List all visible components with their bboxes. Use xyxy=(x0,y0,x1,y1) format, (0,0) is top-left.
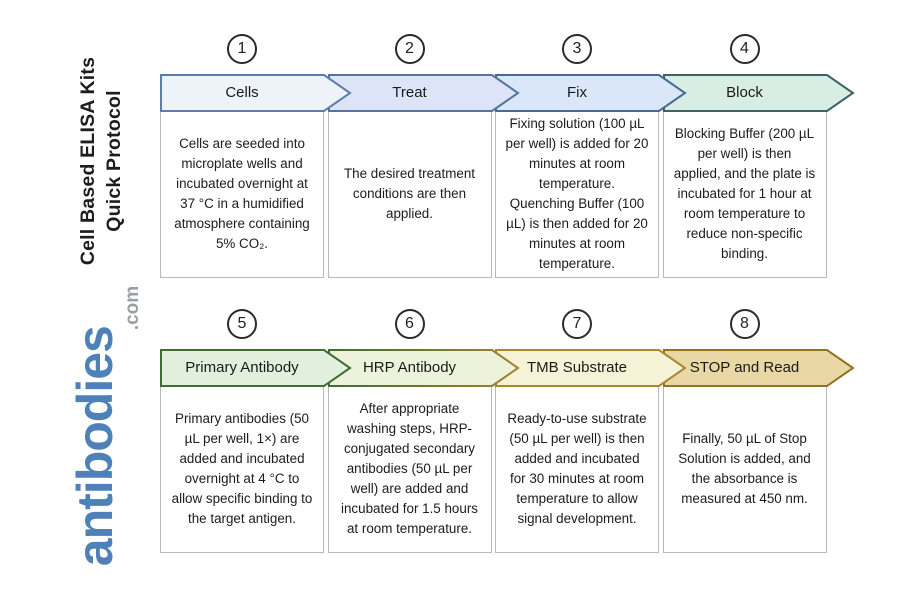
brand-logo-tld: .com xyxy=(122,285,143,331)
step-header: Primary Antibody xyxy=(160,349,352,387)
arrow-banner-shape xyxy=(160,349,352,387)
step-tmb-substrate: 7 TMB Substrate Ready-to-use substrate (… xyxy=(495,309,687,553)
step-header: STOP and Read xyxy=(662,349,855,387)
step-description: Blocking Buffer (200 µL per well) is the… xyxy=(662,111,827,278)
step-header: Block xyxy=(662,74,855,112)
step-primary-antibody: 5 Primary Antibody Primary antibodies (5… xyxy=(160,309,352,553)
step-number-badge: 2 xyxy=(394,34,425,64)
step-header: Cells xyxy=(160,74,352,112)
step-label: Primary Antibody xyxy=(185,359,299,376)
step-number-badge: 8 xyxy=(729,309,760,339)
protocol-row-2: 5 Primary Antibody Primary antibodies (5… xyxy=(160,309,855,553)
step-block: 4 Block Blocking Buffer (200 µL per well… xyxy=(662,34,855,278)
step-cells: 1 Cells Cells are seeded into microplate… xyxy=(160,34,352,278)
step-label: HRP Antibody xyxy=(362,359,457,376)
page-title-line1: Cell Based ELISA Kits xyxy=(77,56,99,266)
step-description: The desired treatment conditions are the… xyxy=(327,111,492,278)
page-title: Cell Based ELISA Kits Quick Protocol xyxy=(76,37,130,285)
step-stop-and-read: 8 STOP and Read Finally, 50 µL of Stop S… xyxy=(662,309,855,553)
step-description: Fixing solution (100 µL per well) is add… xyxy=(495,111,659,278)
step-treat: 2 Treat The desired treatment conditions… xyxy=(327,34,520,278)
page-title-line2: Quick Protocol xyxy=(102,90,125,232)
step-label: Treat xyxy=(392,84,427,101)
step-description: Ready-to-use substrate (50 µL per well) … xyxy=(495,386,659,553)
step-description: Primary antibodies (50 µL per well, 1×) … xyxy=(160,386,324,553)
step-description: Cells are seeded into microplate wells a… xyxy=(160,111,324,278)
step-fix: 3 Fix Fixing solution (100 µL per well) … xyxy=(495,34,687,278)
step-label: Cells xyxy=(225,84,259,101)
step-header: HRP Antibody xyxy=(327,349,520,387)
step-number-badge: 5 xyxy=(227,309,257,339)
step-label: Block xyxy=(726,84,763,101)
brand-logo-name: antibodies xyxy=(67,326,123,567)
step-label: TMB Substrate xyxy=(526,359,628,376)
step-hrp-antibody: 6 HRP Antibody After appropriate washing… xyxy=(327,309,520,553)
step-description: Finally, 50 µL of Stop Solution is added… xyxy=(662,386,827,553)
step-number-badge: 6 xyxy=(394,309,425,339)
step-label: Fix xyxy=(567,84,587,101)
arrow-banner-shape xyxy=(160,74,352,112)
brand-logo: antibodies.com xyxy=(66,269,143,579)
step-header: Treat xyxy=(327,74,520,112)
step-header: TMB Substrate xyxy=(495,349,687,387)
step-number-badge: 1 xyxy=(227,34,257,64)
step-description: After appropriate washing steps, HRP-con… xyxy=(327,386,492,553)
step-header: Fix xyxy=(495,74,687,112)
step-label: STOP and Read xyxy=(689,359,800,376)
step-number-badge: 4 xyxy=(729,34,760,64)
protocol-row-1: 1 Cells Cells are seeded into microplate… xyxy=(160,34,855,278)
step-number-badge: 7 xyxy=(562,309,592,339)
step-number-badge: 3 xyxy=(562,34,592,64)
